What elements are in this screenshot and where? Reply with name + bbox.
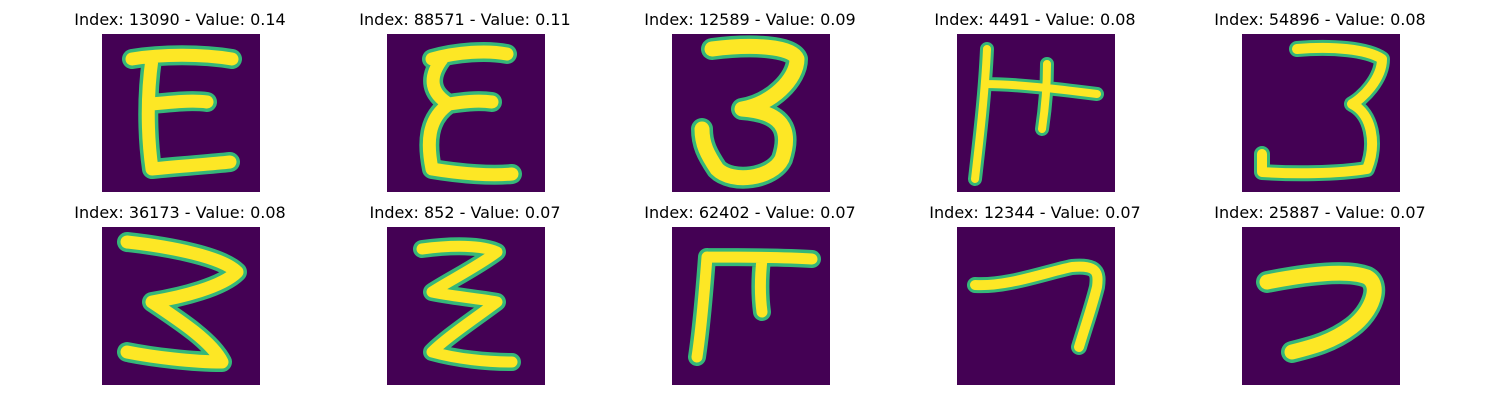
digit-image — [957, 34, 1115, 192]
digit-image — [672, 34, 830, 192]
panel-title: Index: 54896 - Value: 0.08 — [1214, 10, 1426, 29]
digit-image — [957, 227, 1115, 385]
panel-title: Index: 12589 - Value: 0.09 — [644, 10, 856, 29]
panel-1: Index: 13090 - Value: 0.14 — [40, 10, 320, 200]
panel-2: Index: 88571 - Value: 0.11 — [325, 10, 605, 200]
digit-image — [387, 34, 545, 192]
panel-9: Index: 12344 - Value: 0.07 — [895, 203, 1175, 393]
panel-title: Index: 36173 - Value: 0.08 — [74, 203, 286, 222]
panel-3: Index: 12589 - Value: 0.09 — [610, 10, 890, 200]
panel-8: Index: 62402 - Value: 0.07 — [610, 203, 890, 393]
panel-5: Index: 54896 - Value: 0.08 — [1180, 10, 1460, 200]
panel-4: Index: 4491 - Value: 0.08 — [895, 10, 1175, 200]
panel-10: Index: 25887 - Value: 0.07 — [1180, 203, 1460, 393]
panel-title: Index: 88571 - Value: 0.11 — [359, 10, 571, 29]
panel-title: Index: 12344 - Value: 0.07 — [929, 203, 1141, 222]
digit-image — [1242, 227, 1400, 385]
panel-6: Index: 36173 - Value: 0.08 — [40, 203, 320, 393]
panel-title: Index: 25887 - Value: 0.07 — [1214, 203, 1426, 222]
digit-image — [1242, 34, 1400, 192]
digit-image — [102, 34, 260, 192]
digit-image — [672, 227, 830, 385]
digit-image — [102, 227, 260, 385]
panel-title: Index: 852 - Value: 0.07 — [369, 203, 561, 222]
panel-7: Index: 852 - Value: 0.07 — [325, 203, 605, 393]
panel-title: Index: 4491 - Value: 0.08 — [934, 10, 1136, 29]
panel-title: Index: 13090 - Value: 0.14 — [74, 10, 286, 29]
digit-image — [387, 227, 545, 385]
panel-title: Index: 62402 - Value: 0.07 — [644, 203, 856, 222]
